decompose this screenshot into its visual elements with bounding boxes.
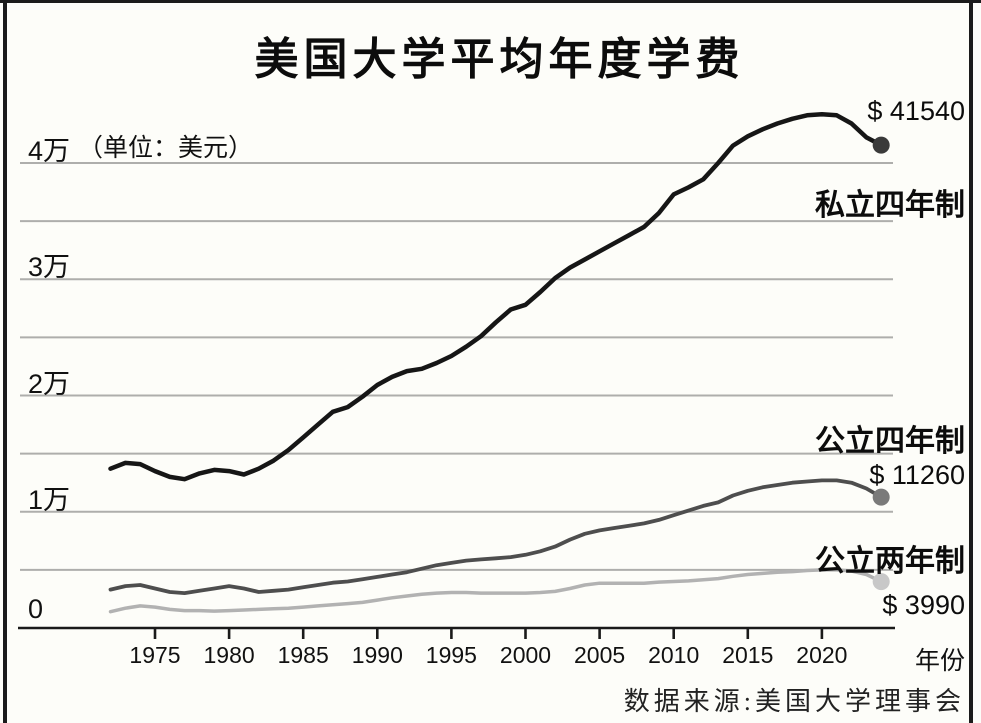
frame-border-left	[3, 0, 7, 723]
series-line-1	[108, 478, 884, 595]
series-end-dot-2	[872, 573, 890, 591]
frame-border-right	[969, 0, 973, 723]
series-end-dot-0	[872, 136, 890, 154]
series-end-dot-1	[872, 488, 890, 506]
series-line-2	[108, 568, 883, 614]
chart-title: 美国大学平均年度学费	[254, 35, 745, 84]
series-line-0	[108, 111, 884, 482]
frame-border-top	[0, 0, 981, 3]
